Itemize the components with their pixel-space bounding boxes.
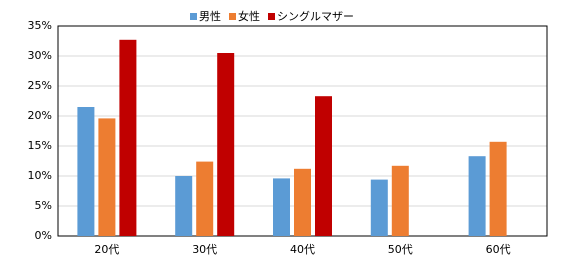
y-tick-label: 25%	[28, 79, 52, 92]
legend-label: シングルマザー	[277, 9, 354, 23]
bar	[217, 53, 235, 236]
y-tick-label: 5%	[35, 199, 52, 212]
bar	[294, 168, 311, 236]
y-tick-label: 30%	[28, 49, 52, 62]
legend-swatch	[229, 13, 236, 20]
bar	[370, 179, 388, 236]
bar	[468, 156, 486, 236]
bar	[391, 165, 409, 236]
y-tick-label: 35%	[28, 19, 52, 32]
bar	[77, 107, 95, 236]
x-tick-label: 40代	[290, 243, 315, 256]
legend-swatch	[190, 13, 197, 20]
legend-swatch	[268, 13, 275, 20]
x-tick-label: 30代	[192, 243, 217, 256]
y-tick-label: 10%	[28, 169, 52, 182]
legend-label: 男性	[199, 9, 221, 23]
bar	[98, 118, 116, 236]
bar	[119, 39, 137, 236]
bar	[196, 161, 214, 236]
y-tick-label: 0%	[35, 229, 52, 242]
x-tick-label: 20代	[94, 243, 119, 256]
y-tick-label: 20%	[28, 109, 52, 122]
x-tick-label: 60代	[486, 243, 511, 256]
bar	[273, 178, 290, 236]
bar	[489, 141, 507, 236]
y-tick-label: 15%	[28, 139, 52, 152]
bar	[175, 176, 193, 236]
bar	[315, 96, 332, 236]
legend-label: 女性	[238, 9, 260, 23]
x-tick-label: 50代	[388, 243, 413, 256]
